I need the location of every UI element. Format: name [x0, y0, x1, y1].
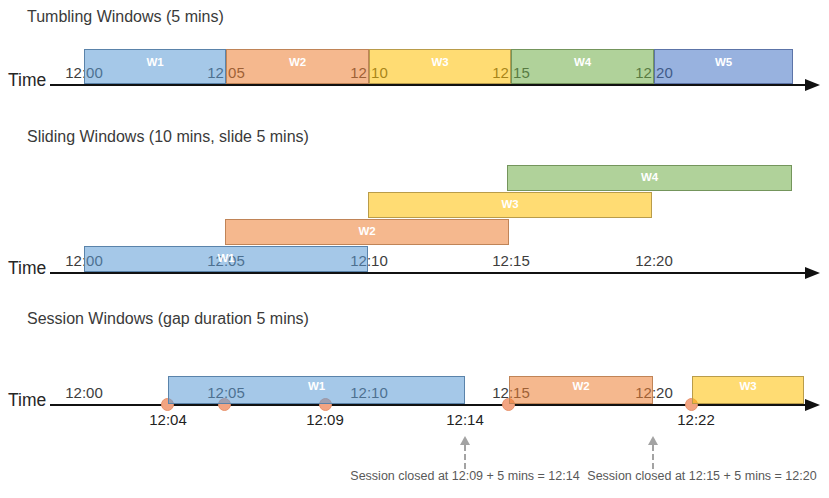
tick-label: 12:15 [479, 251, 543, 270]
window-label-w1: W1 [125, 56, 185, 68]
stream-windowing-diagram: Tumbling Windows (5 mins) Time12:0012:05… [0, 0, 829, 498]
session-close-arrow-stem [464, 445, 466, 469]
session-close-arrowhead-icon [648, 436, 658, 445]
window-label-w3: W3 [410, 56, 470, 68]
window-label-w3: W3 [480, 198, 540, 210]
window-label-w4: W4 [620, 171, 680, 183]
event-time-label: 12:22 [661, 411, 731, 428]
window-label-w1: W1 [196, 252, 256, 264]
window-label-w1: W1 [287, 380, 347, 392]
time-axis-arrowhead-icon [805, 399, 820, 411]
time-axis-label: Time [8, 390, 46, 411]
session-close-arrowhead-icon [460, 436, 470, 445]
window-label-w2: W2 [337, 225, 397, 237]
session-close-arrow-stem [652, 445, 654, 469]
window-label-w3: W3 [718, 380, 778, 392]
event-time-label: 12:14 [430, 411, 500, 428]
tick-label: 12:00 [52, 383, 116, 402]
session-close-note: Session closed at 12:15 + 5 mins = 12:20 [562, 469, 829, 483]
time-axis-label: Time [8, 258, 46, 279]
event-time-label: 12:09 [290, 411, 360, 428]
tick-label: 12:20 [622, 251, 686, 270]
window-label-w4: W4 [553, 56, 613, 68]
section-title: Session Windows (gap duration 5 mins) [27, 310, 309, 328]
event-time-label: 12:04 [133, 411, 203, 428]
window-label-w5: W5 [694, 56, 754, 68]
window-label-w2: W2 [551, 380, 611, 392]
window-label-w2: W2 [268, 56, 328, 68]
time-axis-label: Time [8, 70, 46, 91]
